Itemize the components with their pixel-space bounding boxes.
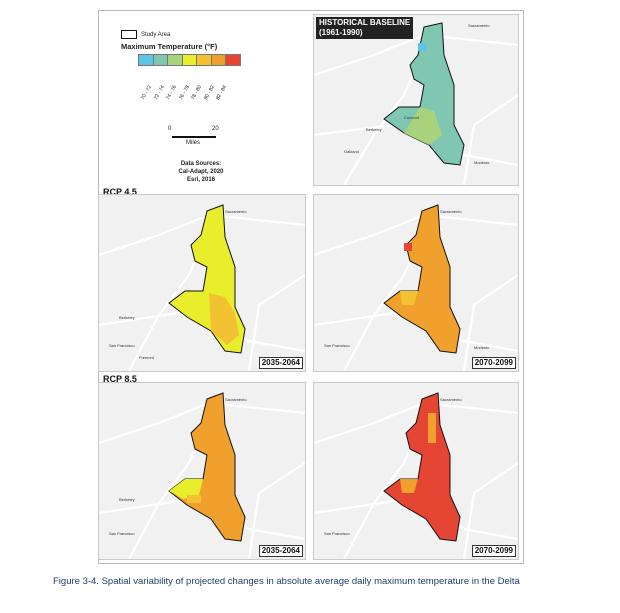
study-area-swatch bbox=[121, 30, 137, 39]
map-rcp85-late-svg bbox=[314, 392, 518, 559]
historical-title: HISTORICAL BASELINE (1961-1990) bbox=[316, 17, 414, 39]
label-san-francisco: San Francisco bbox=[109, 531, 135, 536]
legend-bin-label: 72 - 74 bbox=[152, 84, 166, 101]
period-label: 2035-2064 bbox=[258, 545, 303, 557]
label-concord: Concord bbox=[404, 115, 420, 120]
label-san-francisco: San Francisco bbox=[324, 531, 350, 536]
label-fremont: Fremont bbox=[139, 355, 154, 360]
map-panel-rcp45-late: Sacramento San Francisco Modesto 2070-20… bbox=[313, 194, 519, 372]
legend-bin-label: 76 - 78 bbox=[177, 84, 191, 101]
scale-bar: 0 20 Miles bbox=[168, 126, 228, 146]
side-watermark-strip bbox=[85, 95, 91, 545]
source-1: Cal-Adapt, 2020 bbox=[178, 169, 224, 175]
map-rcp85-mid-svg bbox=[99, 392, 305, 559]
legend-swatch bbox=[152, 54, 168, 66]
source-2: Esri, 2016 bbox=[186, 177, 216, 183]
legend-bin-label: 70 - 72 bbox=[140, 84, 153, 101]
label-oakland: Oakland bbox=[344, 149, 359, 154]
row-label-rcp85: RCP 8.5 bbox=[103, 374, 137, 384]
row-label-rcp45: RCP 4.5 bbox=[103, 187, 137, 197]
sources-title: Data Sources: bbox=[180, 161, 222, 167]
scale-min: 0 bbox=[168, 126, 172, 132]
map-panel-historical: HISTORICAL BASELINE (1961-1990) Sacramen… bbox=[313, 14, 519, 186]
label-berkeley: Berkeley bbox=[366, 127, 382, 132]
label-sacramento: Sacramento bbox=[440, 397, 462, 402]
map-rcp45-mid-svg bbox=[99, 204, 305, 371]
color-ramp bbox=[138, 54, 241, 66]
scale-max: 20 bbox=[212, 126, 219, 132]
legend-swatch bbox=[210, 54, 226, 66]
legend-swatch bbox=[138, 54, 154, 66]
legend-bin-label: 82 - 84 bbox=[215, 84, 228, 101]
legend-title: Maximum Temperature (°F) bbox=[121, 42, 218, 51]
label-berkeley: Berkeley bbox=[119, 497, 135, 502]
map-legend: Study Area Maximum Temperature (°F) 70 -… bbox=[121, 30, 301, 195]
period-label: 2070-2099 bbox=[471, 545, 516, 557]
color-ramp-labels: 70 - 72 72 - 74 74 - 76 76 - 78 78 - 80 80 - … bbox=[138, 68, 278, 108]
figure-caption: Figure 3-4. Spatial variability of proje… bbox=[53, 576, 520, 587]
scale-unit: Miles bbox=[186, 140, 201, 146]
scale-bar-line bbox=[172, 136, 216, 138]
label-sacramento: Sacramento bbox=[468, 23, 490, 28]
label-san-francisco: San Francisco bbox=[109, 343, 135, 348]
map-historical-svg bbox=[314, 22, 518, 185]
legend-bin-label: 74 - 76 bbox=[165, 84, 178, 101]
historical-title-line1: HISTORICAL BASELINE bbox=[319, 18, 411, 27]
label-sacramento: Sacramento bbox=[225, 397, 247, 402]
legend-swatch bbox=[196, 54, 212, 66]
legend-swatch bbox=[225, 54, 241, 66]
map-panel-rcp85-mid: Sacramento Berkeley San Francisco 2035-2… bbox=[98, 382, 306, 560]
legend-swatch bbox=[181, 54, 197, 66]
label-sacramento: Sacramento bbox=[440, 209, 462, 214]
label-sacramento: Sacramento bbox=[225, 209, 247, 214]
study-area-label: Study Area bbox=[141, 31, 171, 38]
legend-swatch bbox=[167, 54, 183, 66]
period-label: 2070-2099 bbox=[471, 357, 516, 369]
label-san-francisco: San Francisco bbox=[324, 343, 350, 348]
label-berkeley: Berkeley bbox=[119, 315, 135, 320]
legend-study-area: Study Area bbox=[121, 30, 170, 39]
legend-bin-label: 80 - 82 bbox=[202, 84, 216, 101]
label-modesto: Modesto bbox=[474, 345, 490, 350]
historical-title-line2: (1961-1990) bbox=[319, 28, 363, 37]
label-modesto: Modesto bbox=[474, 160, 490, 165]
map-panel-rcp45-mid: Sacramento Berkeley San Francisco Fremon… bbox=[98, 194, 306, 372]
map-panel-rcp85-late: Sacramento San Francisco 2070-2099 bbox=[313, 382, 519, 560]
legend-bin-label: 78 - 80 bbox=[190, 84, 203, 101]
map-rcp45-late-svg bbox=[314, 204, 518, 371]
data-sources: Data Sources: Cal-Adapt, 2020 Esri, 2016 bbox=[166, 160, 236, 184]
period-label: 2035-2064 bbox=[258, 357, 303, 369]
